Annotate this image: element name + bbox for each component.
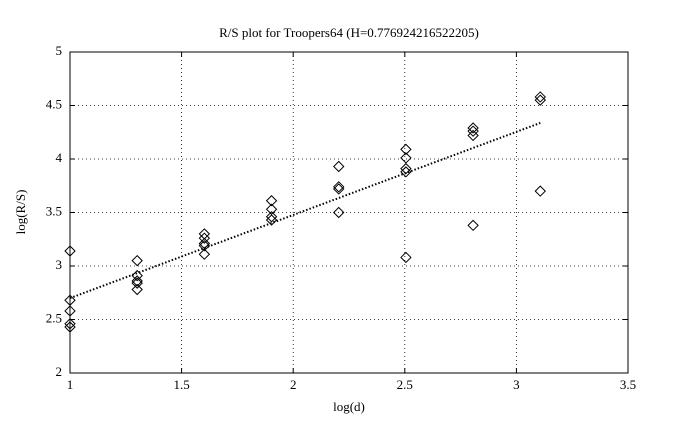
y-tick-label: 4.5 [46, 96, 62, 111]
diamond-marker [333, 181, 345, 193]
diamond-marker [467, 125, 479, 137]
diamond-marker [131, 277, 143, 289]
diamond-marker [534, 91, 546, 103]
y-axis-label: log(R/S) [13, 190, 28, 235]
diamond-marker [198, 232, 211, 244]
x-tick-label: 2 [290, 377, 297, 392]
x-tick-label: 1.5 [173, 377, 189, 392]
diamond-marker [198, 248, 211, 260]
diamond-marker [131, 269, 143, 282]
y-tick-label: 5 [56, 43, 63, 58]
diamond-marker [131, 254, 143, 267]
diamond-marker [333, 206, 345, 219]
diamond-marker [64, 245, 76, 257]
x-tick-label: 3 [513, 377, 520, 392]
diamond-marker [131, 283, 143, 296]
diamond-marker [333, 183, 345, 195]
diamond-marker [265, 195, 278, 207]
y-tick-label: 3 [56, 257, 63, 272]
plot-frame [69, 51, 629, 374]
diamond-marker [333, 160, 345, 173]
y-tick-label: 2.5 [46, 310, 62, 325]
diamond-marker [534, 185, 546, 197]
diamond-marker [64, 321, 76, 333]
x-tick-label: 3.5 [620, 377, 636, 392]
diamond-marker [265, 211, 278, 223]
diamond-marker [64, 305, 76, 317]
diamond-marker [534, 94, 546, 106]
diamond-marker [64, 318, 76, 330]
diamond-marker [198, 239, 211, 252]
y-tick-label: 3.5 [46, 203, 62, 218]
diamond-marker [131, 275, 143, 287]
diamond-marker [400, 143, 412, 156]
diamond-marker [265, 214, 278, 226]
diamond-marker [467, 219, 479, 232]
diamond-marker [400, 251, 412, 264]
y-tick-label: 2 [56, 364, 63, 379]
x-axis-label: log(d) [333, 399, 365, 414]
diamond-marker [467, 129, 479, 142]
x-tick-label: 1 [67, 377, 74, 392]
x-tick-label: 2.5 [397, 377, 413, 392]
diamond-marker [467, 122, 479, 134]
y-tick-label: 4 [56, 150, 63, 165]
diamond-marker [400, 166, 412, 178]
chart-title: R/S plot for Troopers64 (H=0.77692421652… [219, 25, 479, 40]
